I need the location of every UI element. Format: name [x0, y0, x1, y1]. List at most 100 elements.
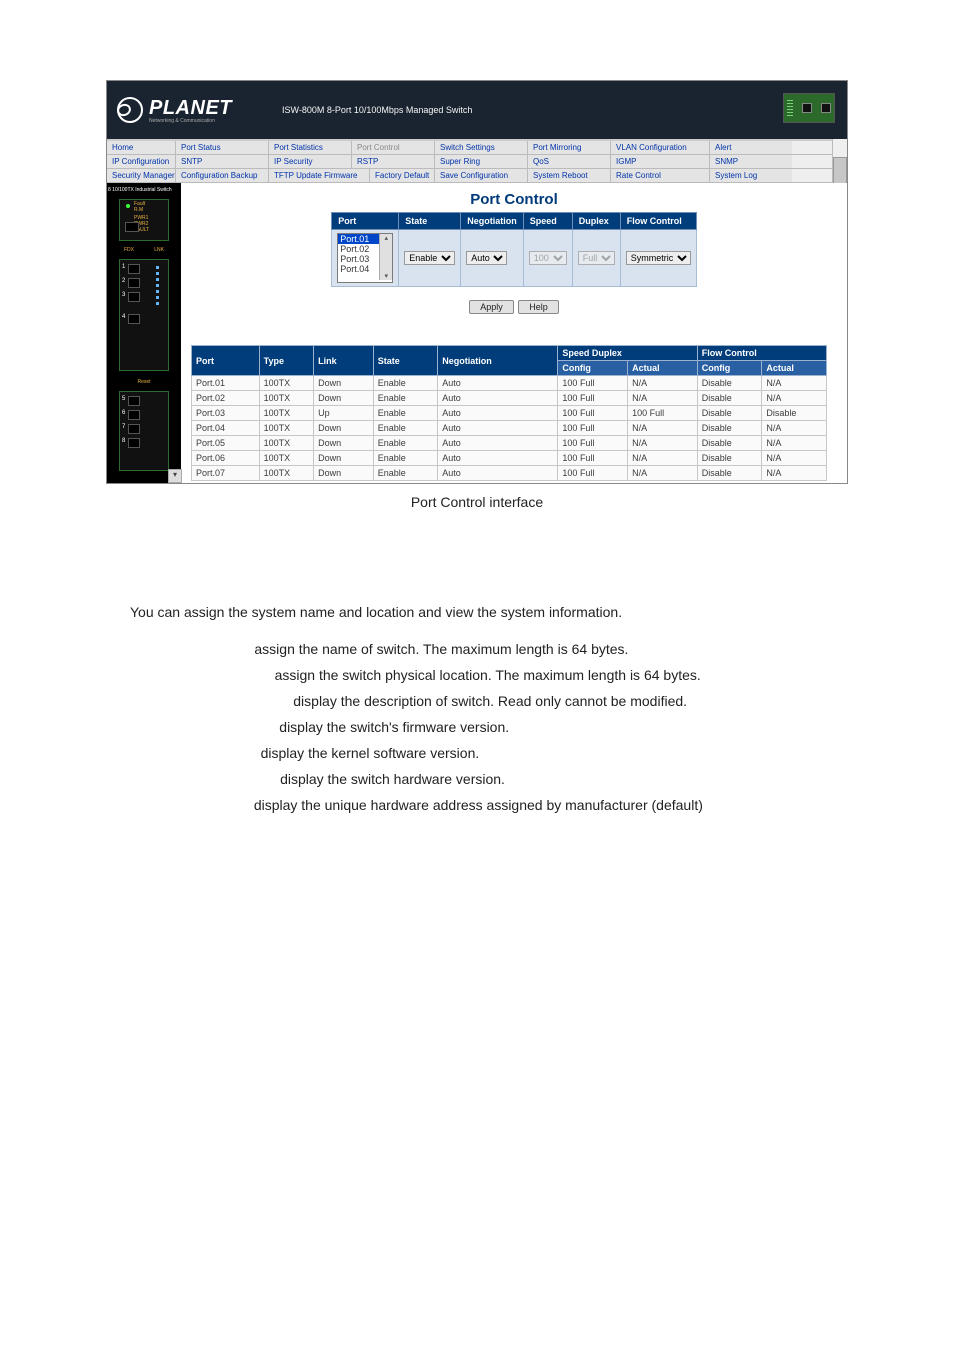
speed-select[interactable]: 100 [529, 251, 567, 265]
definition-desc: display the switch hardware version. [280, 771, 505, 787]
nav-rstp[interactable]: RSTP [352, 155, 435, 168]
nav-qos[interactable]: QoS [528, 155, 611, 168]
nav-port-statistics[interactable]: Port Statistics [269, 141, 352, 154]
definition-text: System Location: assign the switch physi… [150, 667, 830, 683]
flowcontrol-select[interactable]: Symmetric [626, 251, 691, 265]
table-cell: Port.04 [192, 421, 260, 436]
table-cell: Disable [697, 406, 762, 421]
port-listbox[interactable]: ▴ ▾ Port.01 Port.02 Port.03 Port.04 [337, 233, 393, 283]
port-control-table: Port State Negotiation Speed Duplex Flow… [331, 212, 697, 287]
table-cell: N/A [762, 376, 827, 391]
nav-system-reboot[interactable]: System Reboot [528, 169, 611, 182]
table-cell: N/A [628, 451, 698, 466]
button-row: Apply Help [181, 297, 847, 315]
scroll-up-icon[interactable]: ▴ [380, 234, 392, 242]
th-sd-config: Config [558, 361, 628, 376]
nav-super-ring[interactable]: Super Ring [435, 155, 528, 168]
device-image-icon [783, 93, 835, 123]
nav-snmp[interactable]: SNMP [710, 155, 792, 168]
table-cell: Port.01 [192, 376, 260, 391]
table-cell: Enable [373, 466, 438, 481]
nav-factory-default[interactable]: Factory Default [370, 169, 435, 182]
scroll-down-icon[interactable]: ▾ [380, 272, 392, 280]
duplex-select[interactable]: Full [578, 251, 615, 265]
nav-port-control[interactable]: Port Control [352, 141, 435, 154]
definition-desc: display the unique hardware address assi… [254, 797, 703, 813]
listbox-scrollbar[interactable]: ▴ ▾ [379, 234, 392, 280]
table-cell: 100TX [259, 406, 314, 421]
nav-vlan-config[interactable]: VLAN Configuration [611, 141, 710, 154]
nav-security-manager[interactable]: Security Manager [107, 169, 176, 182]
nav-port-mirroring[interactable]: Port Mirroring [528, 141, 611, 154]
device-status-panel: Fault R.M PWR1 PWR2 FAULT [119, 199, 169, 241]
content-panel: Port Control Port State Negotiation Spee… [181, 183, 847, 483]
definition-term: Firmware Version: [150, 719, 275, 735]
definition-term: System Name: [150, 641, 250, 657]
table-cell: Disable [697, 376, 762, 391]
nav-home[interactable]: Home [107, 141, 176, 154]
table-cell: N/A [628, 391, 698, 406]
definition-text: Kernel Version: display the kernel softw… [150, 745, 830, 761]
table-cell: Disable [697, 466, 762, 481]
nav-system-log[interactable]: System Log [710, 169, 792, 182]
nav-port-status[interactable]: Port Status [176, 141, 269, 154]
table-cell: Auto [438, 451, 558, 466]
table-cell: 100TX [259, 421, 314, 436]
table-cell: 100 Full [628, 406, 698, 421]
sidebar-scroll-down-icon[interactable]: ▾ [168, 469, 182, 483]
th-speed: Speed [523, 213, 572, 230]
definition-text: MAC Address: display the unique hardware… [150, 797, 830, 813]
th-type: Type [259, 346, 314, 376]
nav-igmp[interactable]: IGMP [611, 155, 710, 168]
nav-save-config[interactable]: Save Configuration [435, 169, 528, 182]
table-cell: Port.05 [192, 436, 260, 451]
th-state: State [373, 346, 438, 376]
th-fc-config: Config [697, 361, 762, 376]
nav-ip-security[interactable]: IP Security [269, 155, 352, 168]
fault-led-icon [126, 204, 130, 208]
definition-desc: display the description of switch. Read … [293, 693, 687, 709]
nav-sntp[interactable]: SNTP [176, 155, 269, 168]
state-select[interactable]: Enable [404, 251, 455, 265]
label-fdx: FDX [124, 247, 134, 253]
definition-term: Hardware version: [150, 771, 276, 787]
device-port-diagram-2: 5 6 7 8 [119, 391, 169, 471]
nav-rate-control[interactable]: Rate Control [611, 169, 710, 182]
mini-slot-icon [125, 222, 139, 232]
table-cell: Auto [438, 436, 558, 451]
th-nego: Negotiation [438, 346, 558, 376]
table-cell: Down [314, 376, 374, 391]
th-fc-actual: Actual [762, 361, 827, 376]
help-button[interactable]: Help [518, 300, 559, 314]
th-speed-duplex: Speed Duplex [558, 346, 697, 361]
table-cell: 100TX [259, 436, 314, 451]
table-row: Port.04100TXDownEnableAuto100 FullN/ADis… [192, 421, 827, 436]
nav-ip-config[interactable]: IP Configuration [107, 155, 176, 168]
th-nego: Negotiation [461, 213, 524, 230]
table-cell: 100 Full [558, 391, 628, 406]
nav-row-1: Home Port Status Port Statistics Port Co… [107, 141, 847, 155]
nav-switch-settings[interactable]: Switch Settings [435, 141, 528, 154]
table-row: Port.06100TXDownEnableAuto100 FullN/ADis… [192, 451, 827, 466]
table-cell: Auto [438, 421, 558, 436]
definition-item: ■Firmware Version: display the switch's … [130, 719, 830, 735]
table-cell: N/A [628, 466, 698, 481]
negotiation-select[interactable]: Auto [466, 251, 507, 265]
table-cell: Down [314, 451, 374, 466]
nav-tftp-update[interactable]: TFTP Update Firmware [269, 169, 370, 182]
definition-list: ■System Name: assign the name of switch.… [130, 641, 830, 813]
table-cell: Disable [762, 406, 827, 421]
definition-term: System Location: [150, 667, 271, 683]
table-cell: N/A [628, 436, 698, 451]
nav-alert[interactable]: Alert [710, 141, 792, 154]
th-port: Port [332, 213, 399, 230]
definition-desc: assign the name of switch. The maximum l… [254, 641, 628, 657]
nav-config-backup[interactable]: Configuration Backup [176, 169, 269, 182]
port-control-title: Port Control [181, 191, 847, 208]
table-cell: 100TX [259, 466, 314, 481]
apply-button[interactable]: Apply [469, 300, 514, 314]
definition-text: System Description: display the descript… [150, 693, 830, 709]
table-cell: Enable [373, 451, 438, 466]
table-cell: 100 Full [558, 466, 628, 481]
table-cell: Disable [697, 391, 762, 406]
